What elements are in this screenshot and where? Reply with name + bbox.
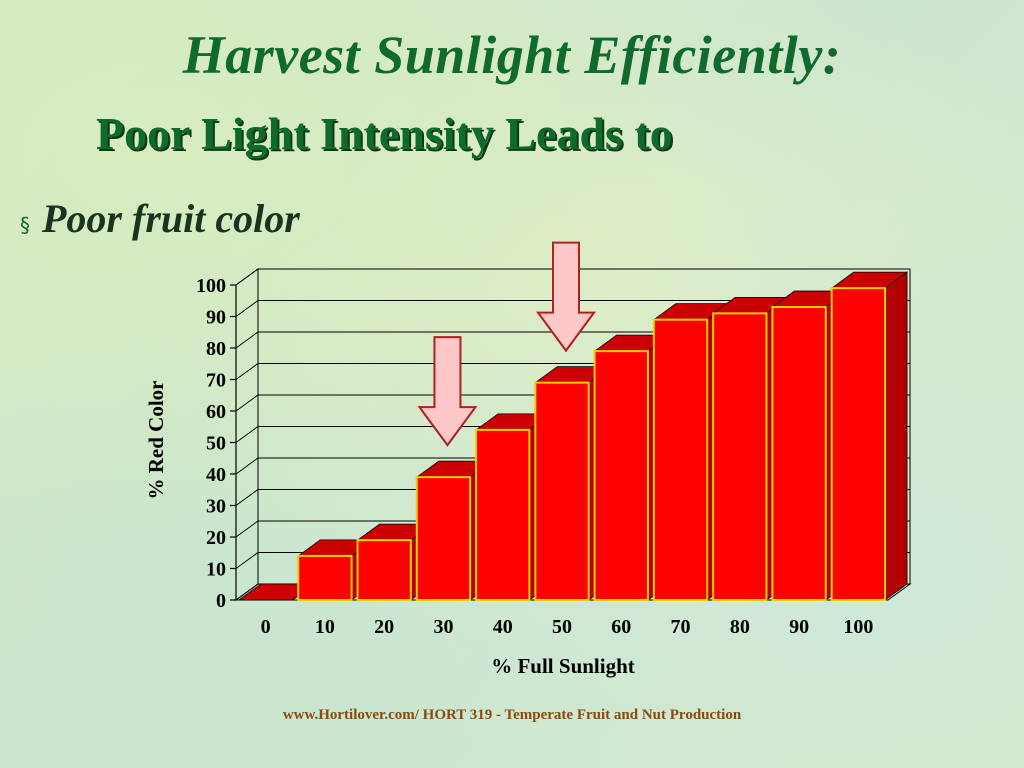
slide-subtitle: Poor Light Intensity Leads to bbox=[96, 108, 673, 159]
x-tick-label: 90 bbox=[789, 616, 809, 638]
slide-title: Harvest Sunlight Efficiently: bbox=[182, 25, 842, 85]
bar-front bbox=[534, 381, 590, 601]
y-tick-label: 90 bbox=[206, 307, 226, 329]
x-tick-label: 10 bbox=[315, 616, 335, 638]
bullet-text: Poor fruit color bbox=[42, 196, 300, 241]
y-tick-label: 20 bbox=[206, 527, 226, 549]
bar-front bbox=[356, 539, 412, 602]
y-tick-label: 10 bbox=[206, 559, 226, 581]
y-tick-label: 100 bbox=[196, 275, 226, 297]
down-arrow-icon bbox=[417, 336, 478, 447]
y-tick-labels: 0 10 20 30 40 50 60 70 80 90 100 bbox=[196, 275, 226, 612]
gridline bbox=[235, 300, 910, 317]
y-tick-label: 80 bbox=[206, 338, 226, 360]
bar-front bbox=[830, 287, 887, 601]
x-axis-label: % Full Sunlight bbox=[491, 654, 635, 678]
square-bullet-icon: § bbox=[20, 213, 30, 237]
bullet-item: § Poor fruit color bbox=[20, 195, 300, 242]
x-tick-label: 80 bbox=[730, 616, 750, 638]
y-tick-label: 0 bbox=[216, 590, 226, 612]
down-arrow-icon bbox=[536, 241, 596, 353]
bar-front bbox=[771, 306, 827, 601]
x-tick-label: 0 bbox=[261, 616, 271, 638]
x-tick-label: 30 bbox=[433, 616, 453, 638]
y-tick-label: 60 bbox=[206, 401, 226, 423]
x-tick-label: 20 bbox=[374, 616, 394, 638]
x-tick-label: 50 bbox=[552, 616, 572, 638]
bar-front bbox=[593, 350, 649, 601]
x-tick-label: 70 bbox=[671, 616, 691, 638]
x-tick-label: 100 bbox=[843, 616, 873, 638]
y-tick-label: 40 bbox=[206, 464, 226, 486]
chart-annotations bbox=[417, 241, 596, 447]
x-tick-labels: 0 10 20 30 40 50 60 70 80 90 100 bbox=[261, 616, 874, 638]
x-tick-label: 60 bbox=[611, 616, 631, 638]
y-tick-label: 70 bbox=[206, 370, 226, 392]
gridline bbox=[235, 268, 910, 286]
bar-side bbox=[884, 271, 908, 601]
slide-footer: www.Hortilover.com/ HORT 319 - Temperate… bbox=[282, 707, 742, 723]
bar-front bbox=[475, 428, 531, 601]
chart-bars bbox=[237, 271, 909, 602]
bar-front bbox=[415, 476, 472, 601]
bar bbox=[830, 271, 909, 601]
y-axis-label: % Red Color bbox=[144, 381, 168, 500]
y-tick-label: 30 bbox=[206, 496, 226, 518]
y-tick-label: 50 bbox=[206, 433, 226, 455]
bar-front bbox=[712, 312, 768, 601]
bar-front bbox=[297, 554, 353, 602]
bar-front bbox=[652, 318, 709, 601]
x-tick-label: 40 bbox=[493, 616, 513, 638]
